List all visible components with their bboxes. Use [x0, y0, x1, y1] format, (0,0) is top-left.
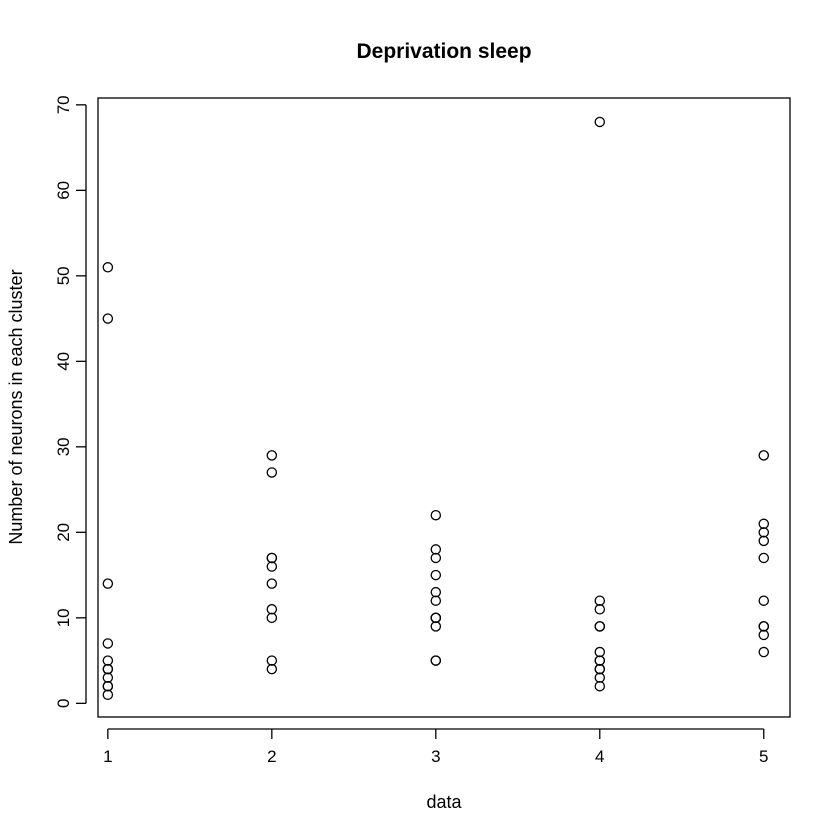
data-point — [594, 595, 606, 606]
data-point — [758, 595, 770, 606]
data-point — [594, 646, 606, 658]
data-point — [102, 680, 114, 692]
data-point — [102, 578, 114, 589]
y-tick-label: 70 — [54, 95, 73, 114]
y-axis: 0 10 20 30 40 50 60 70 — [54, 95, 87, 708]
data-point — [430, 569, 442, 581]
plot-frame — [97, 97, 791, 718]
x-tick-label: 4 — [595, 747, 604, 766]
data-point — [430, 586, 442, 598]
y-tick-label: 10 — [54, 608, 73, 627]
data-point — [266, 561, 278, 572]
chart-title: Deprivation sleep — [356, 40, 531, 63]
y-axis-label: Number of neurons in each cluster — [6, 269, 26, 544]
data-point — [102, 262, 114, 273]
data-point — [594, 663, 606, 675]
data-point — [102, 689, 114, 701]
data-point — [266, 604, 278, 615]
x-tick-label: 2 — [267, 747, 276, 766]
x-axis: 1 2 3 4 5 — [103, 728, 768, 766]
data-point — [266, 450, 278, 461]
data-point — [102, 663, 114, 675]
data-point — [430, 544, 442, 555]
data-point — [430, 621, 442, 632]
data-point — [758, 629, 770, 641]
data-point — [594, 655, 606, 666]
data-point — [594, 672, 606, 683]
data-point — [758, 621, 770, 632]
data-point — [594, 604, 606, 615]
data-point — [102, 638, 114, 649]
data-point — [594, 621, 606, 632]
data-point — [430, 595, 442, 606]
data-point — [102, 672, 114, 683]
data-point — [430, 509, 442, 521]
data-point — [102, 313, 114, 324]
y-tick-label: 30 — [54, 437, 73, 456]
data-point — [266, 612, 278, 624]
data-point — [758, 552, 770, 564]
y-tick-label: 60 — [54, 181, 73, 200]
data-point — [758, 535, 770, 547]
data-point — [594, 680, 606, 692]
data-point — [266, 578, 278, 589]
x-tick-label: 1 — [103, 747, 112, 766]
data-point — [758, 646, 770, 658]
data-point — [758, 527, 770, 538]
data-point — [430, 612, 442, 624]
data-point — [430, 655, 442, 666]
data-point — [430, 552, 442, 564]
data-point — [266, 552, 278, 564]
data-point — [758, 450, 770, 461]
y-tick-label: 0 — [54, 699, 73, 708]
x-axis-label: data — [426, 792, 462, 812]
y-tick-label: 50 — [54, 266, 73, 285]
data-points — [102, 116, 770, 701]
data-point — [266, 663, 278, 675]
data-point — [102, 655, 114, 666]
data-point — [758, 518, 770, 530]
y-tick-label: 40 — [54, 352, 73, 371]
data-point — [266, 655, 278, 666]
data-point — [594, 116, 606, 128]
data-point — [266, 467, 278, 478]
y-tick-label: 20 — [54, 523, 73, 542]
x-tick-label: 3 — [431, 747, 440, 766]
x-tick-label: 5 — [759, 747, 768, 766]
